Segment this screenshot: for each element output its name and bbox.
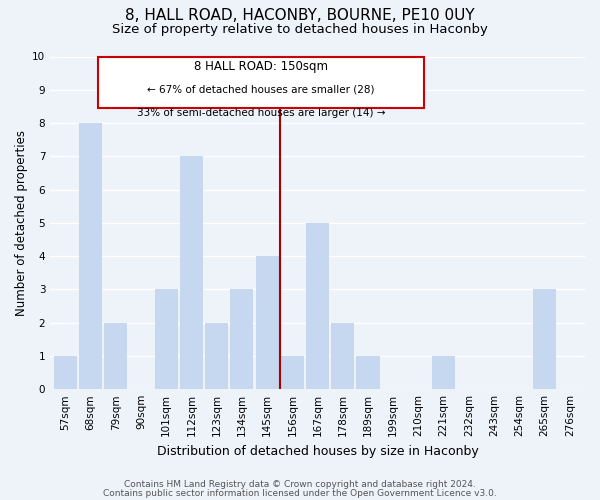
- Bar: [306, 223, 329, 389]
- Bar: [331, 322, 355, 389]
- X-axis label: Distribution of detached houses by size in Haconby: Distribution of detached houses by size …: [157, 444, 478, 458]
- Bar: [180, 156, 203, 389]
- Bar: [281, 356, 304, 389]
- Bar: [155, 290, 178, 389]
- Bar: [53, 356, 77, 389]
- Text: 8, HALL ROAD, HACONBY, BOURNE, PE10 0UY: 8, HALL ROAD, HACONBY, BOURNE, PE10 0UY: [125, 8, 475, 22]
- Text: Contains HM Land Registry data © Crown copyright and database right 2024.: Contains HM Land Registry data © Crown c…: [124, 480, 476, 489]
- Bar: [230, 290, 253, 389]
- FancyBboxPatch shape: [98, 56, 424, 108]
- Bar: [256, 256, 279, 389]
- Text: 33% of semi-detached houses are larger (14) →: 33% of semi-detached houses are larger (…: [137, 108, 385, 118]
- Bar: [356, 356, 380, 389]
- Text: Contains public sector information licensed under the Open Government Licence v3: Contains public sector information licen…: [103, 488, 497, 498]
- Bar: [104, 322, 127, 389]
- Text: ← 67% of detached houses are smaller (28): ← 67% of detached houses are smaller (28…: [147, 85, 374, 95]
- Bar: [432, 356, 455, 389]
- Bar: [533, 290, 556, 389]
- Text: Size of property relative to detached houses in Haconby: Size of property relative to detached ho…: [112, 22, 488, 36]
- Bar: [205, 322, 228, 389]
- Text: 8 HALL ROAD: 150sqm: 8 HALL ROAD: 150sqm: [194, 60, 328, 73]
- Bar: [79, 123, 102, 389]
- Y-axis label: Number of detached properties: Number of detached properties: [15, 130, 28, 316]
